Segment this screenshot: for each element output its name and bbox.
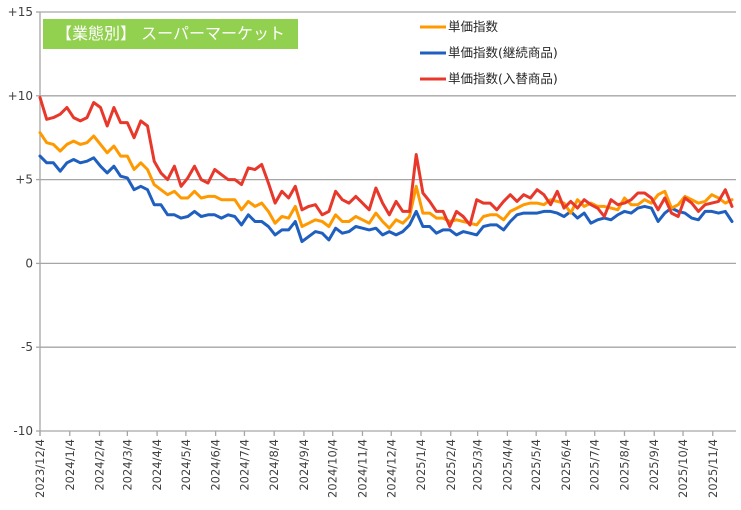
x-tick-label: 2025/9/4 [647,439,661,491]
legend-label: 単価指数(継続商品) [448,45,558,60]
chart-title: 【業態別】 スーパーマーケット [43,19,298,49]
x-tick-label: 2025/3/4 [471,439,485,491]
legend-label: 単価指数(入替商品) [448,71,558,86]
y-tick-label: +5 [15,173,33,187]
x-tick-label: 2024/4/4 [150,439,164,491]
y-tick-label: 0 [25,256,33,270]
x-tick-label: 2025/7/4 [588,439,602,491]
x-tick-label: 2024/8/4 [267,439,281,491]
x-tick-label: 2023/12/4 [33,439,47,498]
y-tick-label: +15 [8,5,33,19]
x-axis: 2023/12/4 2024/1/4 2024/2/4 2024/3/4 2024/4/… [33,431,720,498]
x-tick-label: 2025/10/4 [676,439,690,498]
series-line-0 [38,131,734,230]
gridlines [36,11,736,436]
x-tick-label: 2024/7/4 [237,439,251,491]
x-tick-label: 2024/12/4 [384,439,398,498]
series-line-2 [38,96,734,228]
series-line-1 [38,154,734,244]
series-lines [38,96,734,244]
x-tick-label: 2024/11/4 [355,439,369,498]
x-tick-label: 2024/9/4 [297,439,311,491]
y-tick-label: +10 [8,89,33,103]
x-tick-label: 2024/1/4 [63,439,77,491]
x-tick-label: 2025/11/4 [706,439,720,498]
y-axis-ticks: +15 +10 +5 0 -5 -10 [8,5,33,438]
x-tick-label: 2025/6/4 [559,439,573,491]
x-tick-label: 2024/5/4 [179,439,193,491]
x-tick-label: 2024/6/4 [209,439,223,491]
x-tick-label: 2025/2/4 [444,439,458,491]
x-tick-label: 2025/4/4 [500,439,514,491]
x-tick-label: 2024/3/4 [120,439,134,491]
legend-label: 単価指数 [448,19,499,34]
x-tick-label: 2025/5/4 [529,439,543,491]
x-tick-label: 2025/1/4 [414,439,428,491]
x-tick-label: 2024/10/4 [326,439,340,498]
y-tick-label: -5 [21,340,33,354]
x-tick-label: 2024/2/4 [93,439,107,491]
x-tick-label: 2025/8/4 [617,439,631,491]
y-tick-label: -10 [13,424,33,438]
